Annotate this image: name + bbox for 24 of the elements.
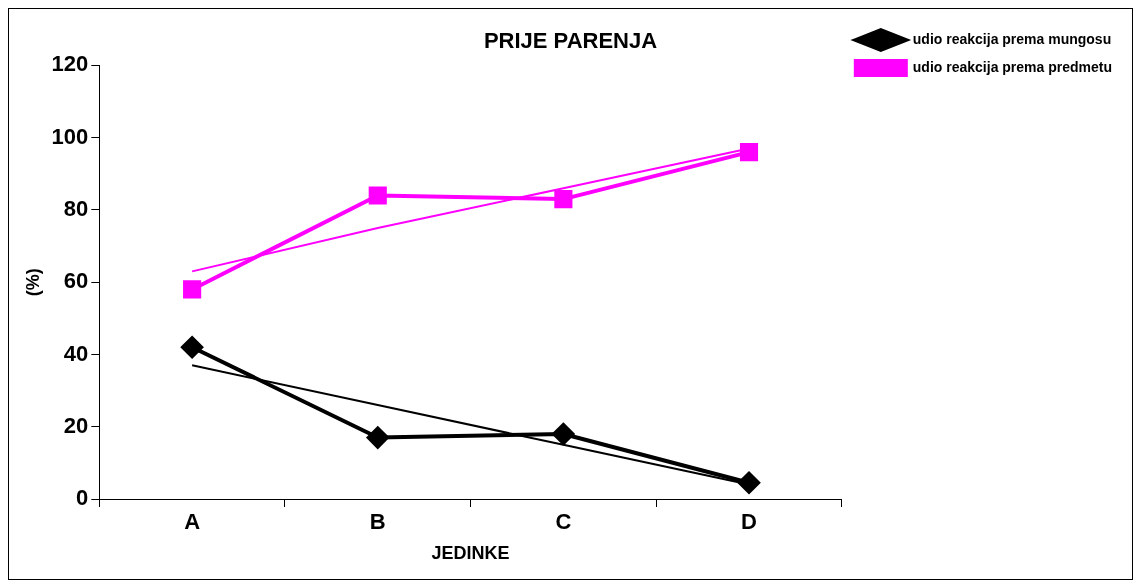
legend-label: udio reakcija prema mungosu <box>912 30 1112 47</box>
x-tick-label: D <box>741 509 757 535</box>
y-tick-label: 20 <box>63 412 89 438</box>
y-tick-label: 120 <box>51 51 89 77</box>
legend-label: udio reakcija prema predmetu <box>912 58 1113 75</box>
point <box>181 336 204 359</box>
x-tick-label: B <box>369 509 386 535</box>
point <box>368 186 387 205</box>
x-tick-label: A <box>184 509 201 535</box>
point <box>738 471 761 494</box>
y-axis-title: (%) <box>22 268 43 297</box>
point <box>554 190 573 209</box>
point <box>739 143 759 162</box>
point <box>552 422 575 445</box>
y-tick-label: 60 <box>63 268 89 294</box>
chart-title: PRIJE PARENJA <box>483 28 658 54</box>
x-tick-label: C <box>555 509 572 535</box>
y-tick-label: 100 <box>51 123 89 149</box>
y-tick-label: 40 <box>63 340 89 366</box>
y-tick-label: 80 <box>63 196 89 221</box>
point <box>183 280 202 299</box>
x-axis-title: JEDINKE <box>431 543 510 564</box>
point <box>366 426 389 449</box>
y-tick-label: 0 <box>76 485 89 511</box>
